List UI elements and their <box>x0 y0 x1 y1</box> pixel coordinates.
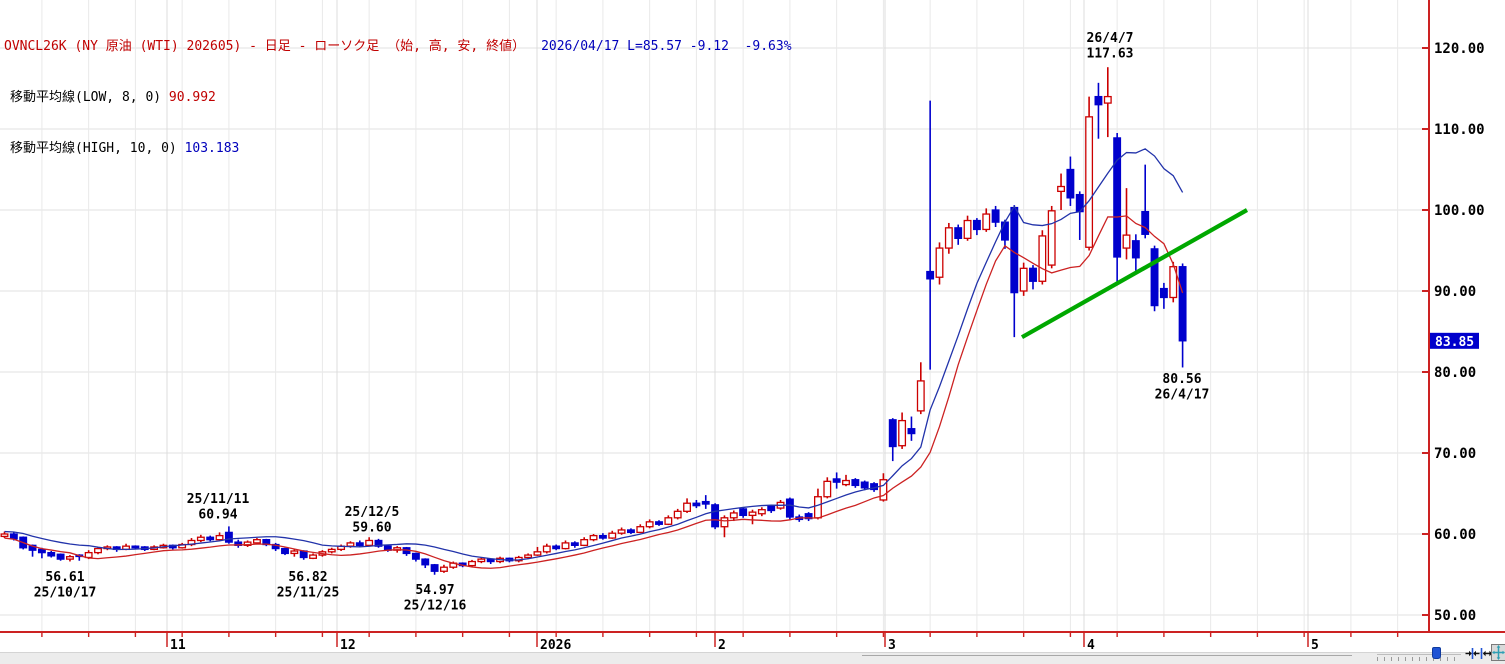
y-axis-label: 110.00 <box>1434 122 1485 138</box>
chart-annotation: 26/4/7 <box>1087 31 1134 46</box>
chart-annotation: 80.56 <box>1162 372 1201 387</box>
compress-bars-button[interactable] <box>1465 646 1480 661</box>
ma-low-label: 移動平均線(LOW, 8, 0) <box>10 90 162 105</box>
slider-track <box>1377 654 1461 655</box>
pan-crosshair-icon <box>1492 645 1505 660</box>
compress-bars-icon <box>1465 646 1480 661</box>
ma-low-value: 90.992 <box>168 90 216 105</box>
x-axis-month-label: 3 <box>888 638 896 652</box>
ma-low-row: 移動平均線(LOW, 8, 0) 90.992 <box>10 89 792 106</box>
scroll-divider <box>862 655 1352 656</box>
instrument-title: OVNCL26K (NY 原油 (WTI) 202605) - 日足 - ローソ… <box>4 39 526 54</box>
legend-space <box>177 141 185 156</box>
pan-mode-button[interactable] <box>1491 644 1505 661</box>
chart-legend: OVNCL26K (NY 原油 (WTI) 202605) - 日足 - ローソ… <box>4 4 792 191</box>
x-axis-month-label: 5 <box>1311 638 1319 652</box>
chart-annotation: 56.61 <box>45 570 84 585</box>
chart-annotation: 25/12/5 <box>345 505 400 520</box>
chart-annotation: 26/4/17 <box>1155 388 1210 403</box>
y-axis-label: 80.00 <box>1434 365 1476 381</box>
ma-layer <box>4 148 1184 569</box>
x-axis-month-label: 2 <box>718 638 726 652</box>
grid-layer <box>0 0 1429 632</box>
candles-layer <box>0 67 1187 575</box>
ma-high-label: 移動平均線(HIGH, 10, 0) <box>10 141 177 156</box>
chart-annotation: 54.97 <box>415 583 454 598</box>
trend-layer <box>1020 208 1249 339</box>
legend-title-row: OVNCL26K (NY 原油 (WTI) 202605) - 日足 - ローソ… <box>4 38 792 55</box>
chart-annotation: 25/12/16 <box>404 599 467 614</box>
chart-annotation: 59.60 <box>352 521 391 536</box>
slider-tick-marks <box>1377 657 1461 661</box>
x-axis-month-label: 11 <box>170 638 186 652</box>
x-axis-month-label: 4 <box>1087 638 1095 652</box>
chart-annotation: 25/11/25 <box>277 586 340 601</box>
ma-high-value: 103.183 <box>184 141 240 156</box>
chart-annotation: 56.82 <box>288 570 327 585</box>
chart-annotation: 117.63 <box>1087 47 1134 62</box>
y-axis-label: 60.00 <box>1434 527 1476 543</box>
legend-space <box>161 90 169 105</box>
chart-annotation: 60.94 <box>198 508 237 523</box>
last-price-value: 83.85 <box>1435 335 1474 350</box>
bar-width-slider[interactable] <box>1376 644 1462 663</box>
last-price-badge <box>1430 332 1479 349</box>
chart-annotation: 25/10/17 <box>34 586 97 601</box>
y-axis-label: 120.00 <box>1434 41 1485 57</box>
slider-thumb[interactable] <box>1432 647 1441 659</box>
y-axis-label: 90.00 <box>1434 284 1476 300</box>
x-axis-month-label: 12 <box>340 638 356 652</box>
x-axis-month-label: 2026 <box>540 638 571 652</box>
y-axis-label: 100.00 <box>1434 203 1485 219</box>
status-bar <box>0 652 1505 664</box>
y-axis-label: 70.00 <box>1434 446 1476 462</box>
quote-summary: 2026/04/17 L=85.57 -9.12 -9.63% <box>541 39 792 54</box>
chart-annotation: 25/11/11 <box>187 492 250 507</box>
y-axis-label: 50.00 <box>1434 608 1476 624</box>
ma-high-row: 移動平均線(HIGH, 10, 0) 103.183 <box>10 140 792 157</box>
